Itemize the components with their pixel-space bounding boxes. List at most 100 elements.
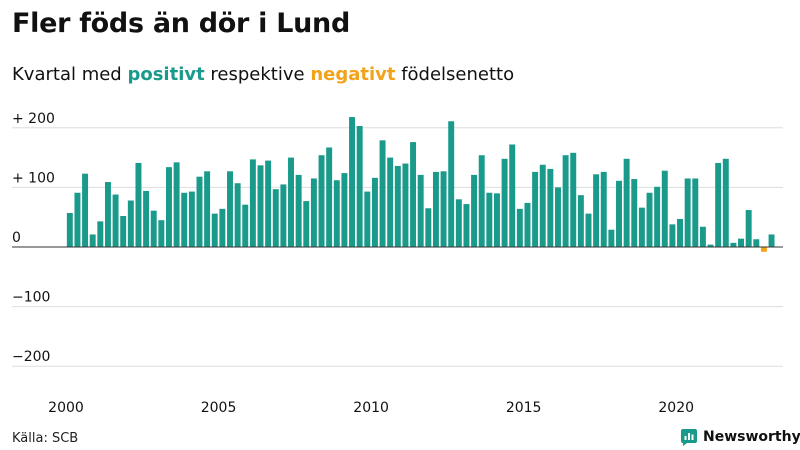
y-axis-tick-labels: + 200 + 100 0 −100 −200 — [12, 111, 55, 365]
bar-positive — [509, 144, 516, 247]
bar-positive — [738, 238, 745, 247]
bar-positive — [631, 179, 638, 247]
bar-positive — [616, 180, 622, 247]
subtitle-suffix: födelsenetto — [395, 64, 515, 85]
bar-positive — [318, 155, 325, 247]
bar-positive — [74, 192, 81, 247]
bar-positive — [455, 199, 462, 247]
bar-positive — [387, 157, 394, 247]
bar-positive — [417, 174, 424, 247]
bar-positive — [555, 187, 561, 247]
bar-positive — [333, 180, 340, 247]
bar-positive — [272, 189, 279, 247]
bar-positive — [249, 159, 256, 247]
bar-positive — [280, 184, 287, 247]
bar-positive — [593, 174, 600, 247]
newsworthy-bar-chart-icon — [681, 429, 697, 446]
source-note: Källa: SCB — [12, 431, 79, 446]
y-tick-label: + 200 — [12, 111, 55, 127]
bar-positive — [257, 165, 264, 247]
x-axis-tick-labels: 2000 2005 2010 2015 2020 — [48, 400, 694, 416]
bar-positive — [166, 167, 172, 247]
bar-positive — [501, 158, 508, 247]
bar-positive — [410, 142, 417, 247]
bar-positive — [135, 162, 142, 247]
bar-positive — [227, 171, 233, 247]
bar-positive — [547, 168, 554, 247]
bar-positive — [493, 193, 500, 247]
bar-positive — [577, 195, 584, 247]
bar-positive — [173, 162, 180, 247]
bar-positive — [486, 192, 493, 247]
bar-positive — [471, 174, 478, 247]
bar-positive — [143, 190, 150, 247]
bar-positive — [89, 234, 96, 247]
bar-positive — [654, 186, 661, 247]
chart-subtitle: Kvartal med positivt respektive negativt… — [12, 64, 514, 85]
subtitle-negative: negativt — [310, 64, 396, 85]
bar-positive — [219, 208, 226, 247]
bar-positive — [677, 218, 683, 247]
bar-positive — [181, 192, 188, 247]
y-tick-label: + 100 — [12, 170, 55, 186]
y-tick-label: −200 — [12, 349, 50, 365]
bar-positive — [722, 158, 729, 247]
bar-positive — [349, 117, 356, 247]
bar-positive — [692, 178, 699, 247]
bar-positive — [715, 162, 722, 247]
bar-positive — [97, 221, 104, 247]
bars — [66, 117, 775, 252]
bar-positive — [570, 152, 577, 247]
bar-positive — [646, 192, 653, 247]
bar-positive — [448, 121, 455, 247]
bar-positive — [104, 182, 111, 247]
bar-positive — [402, 163, 409, 247]
bar-positive — [265, 160, 272, 247]
bar-positive — [608, 229, 615, 247]
bar-positive — [532, 171, 539, 247]
bar-positive — [371, 177, 378, 247]
bar-positive — [539, 164, 546, 247]
bar-positive — [730, 242, 737, 247]
bar-positive — [204, 171, 211, 247]
bar-positive — [295, 174, 302, 247]
subtitle-prefix: Kvartal med — [12, 64, 128, 85]
bar-positive — [364, 191, 371, 247]
x-tick-label: 2015 — [506, 400, 542, 416]
y-tick-label: 0 — [12, 230, 21, 246]
bar-positive — [234, 183, 241, 247]
bar-positive — [638, 207, 645, 247]
bar-positive — [66, 213, 73, 247]
bar-positive — [188, 191, 195, 247]
bar-positive — [600, 171, 607, 247]
bar-positive — [463, 204, 470, 247]
bar-positive — [112, 194, 119, 247]
x-tick-label: 2010 — [353, 400, 389, 416]
bar-positive — [379, 140, 386, 247]
bar-positive — [211, 213, 218, 247]
bar-positive — [356, 126, 363, 247]
bar-positive — [684, 178, 691, 247]
bar-positive — [394, 165, 401, 247]
bar-positive — [127, 200, 134, 247]
bar-positive — [562, 155, 569, 247]
bar-positive — [753, 239, 760, 247]
bar-negative — [760, 247, 767, 252]
bar-positive — [661, 170, 668, 247]
bar-positive — [699, 226, 706, 247]
x-tick-label: 2000 — [48, 400, 84, 416]
bar-positive — [158, 220, 165, 247]
bar-positive — [425, 208, 432, 247]
y-tick-label: −100 — [12, 290, 50, 306]
bar-positive — [82, 173, 89, 247]
bar-positive — [310, 178, 317, 247]
bar-positive — [432, 171, 439, 247]
bar-positive — [516, 208, 523, 247]
bar-positive — [669, 224, 676, 247]
brand-name: Newsworthy — [703, 429, 800, 445]
x-tick-label: 2005 — [201, 400, 237, 416]
newsworthy-brand[interactable]: Newsworthy — [680, 427, 800, 447]
subtitle-positive: positivt — [127, 64, 205, 85]
bar-positive — [524, 202, 531, 247]
